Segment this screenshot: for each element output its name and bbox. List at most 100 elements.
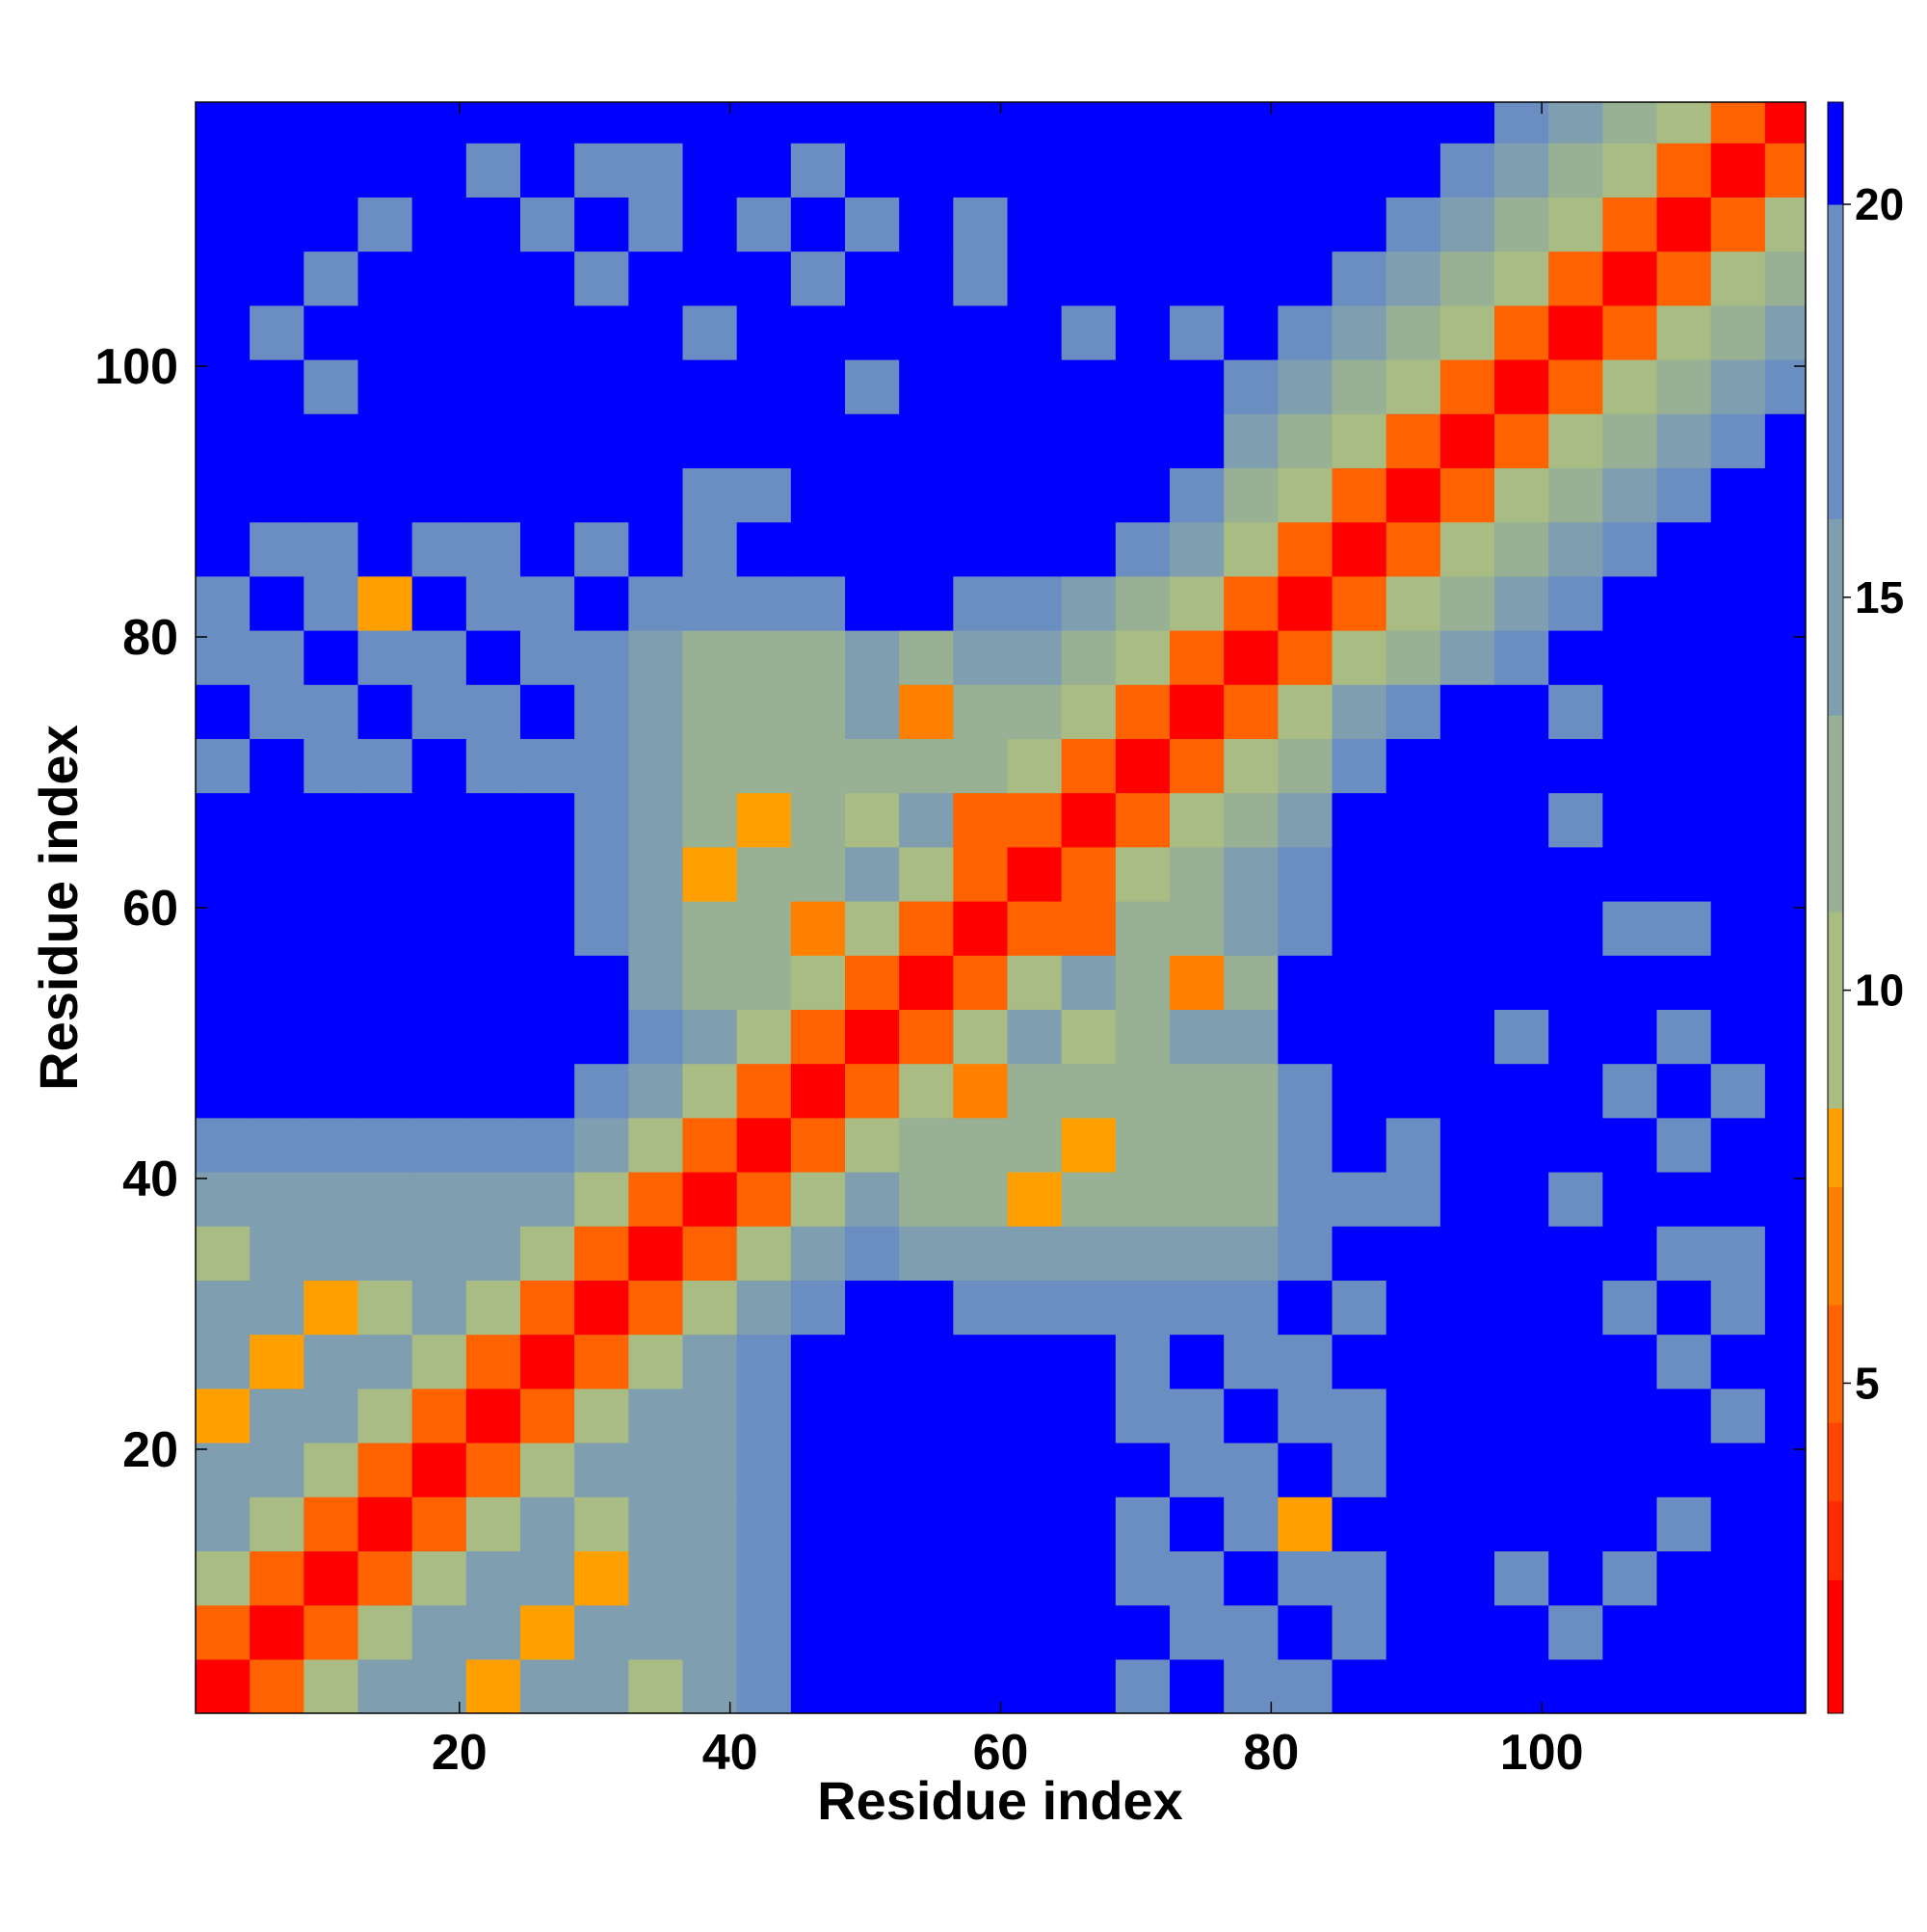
- heatmap-cell: [411, 467, 467, 523]
- heatmap-cell: [520, 1171, 575, 1227]
- heatmap-cell: [628, 197, 684, 252]
- heatmap-cell: [574, 413, 629, 468]
- y-tick-label: 100: [94, 339, 178, 395]
- heatmap-cell: [1224, 955, 1279, 1010]
- heatmap-cell: [682, 1442, 738, 1497]
- heatmap-cell: [790, 102, 846, 144]
- heatmap-cell: [1278, 1280, 1333, 1336]
- heatmap-cell: [1439, 197, 1495, 252]
- heatmap-cell: [682, 684, 738, 739]
- heatmap-cell: [1007, 251, 1063, 306]
- heatmap-cell: [790, 413, 846, 468]
- heatmap-cell: [736, 1171, 792, 1227]
- heatmap-cell: [790, 900, 846, 956]
- heatmap-cell: [1710, 521, 1766, 577]
- heatmap-cell: [1115, 684, 1171, 739]
- heatmap-cell: [1494, 1009, 1549, 1065]
- heatmap-cell: [250, 197, 304, 252]
- heatmap-cell: [682, 1496, 738, 1551]
- heatmap-cell: [1332, 1550, 1387, 1606]
- heatmap-cell: [1115, 197, 1171, 252]
- heatmap-cell: [628, 900, 684, 956]
- heatmap-cell: [845, 1171, 900, 1227]
- heatmap-cell: [1061, 102, 1117, 144]
- heatmap-cell: [1170, 143, 1225, 198]
- heatmap-cell: [628, 1334, 684, 1389]
- heatmap-cell: [682, 846, 738, 902]
- heatmap-cell: [250, 1388, 304, 1443]
- heatmap-cell: [1656, 792, 1712, 848]
- heatmap-cell: [304, 358, 359, 414]
- heatmap-cell: [1278, 1442, 1333, 1497]
- heatmap-cell: [845, 1117, 900, 1173]
- heatmap-cell: [1602, 900, 1658, 956]
- heatmap-cell: [790, 143, 846, 198]
- heatmap-cell: [1710, 846, 1766, 902]
- heatmap-cell: [1710, 955, 1766, 1010]
- heatmap-cell: [1224, 738, 1279, 794]
- heatmap-cell: [250, 1442, 304, 1497]
- heatmap-cell: [1224, 900, 1279, 956]
- heatmap-cell: [682, 1604, 738, 1660]
- heatmap-cell: [1494, 1171, 1549, 1227]
- heatmap-cell: [250, 738, 304, 794]
- heatmap-cell: [1439, 521, 1495, 577]
- heatmap-cell: [736, 1009, 792, 1065]
- heatmap-cell: [1278, 1226, 1333, 1281]
- heatmap-cell: [899, 792, 954, 848]
- heatmap-cell: [465, 575, 521, 631]
- heatmap-cell: [1386, 1604, 1441, 1660]
- heatmap-cell: [1332, 738, 1387, 794]
- heatmap-cell: [1007, 197, 1063, 252]
- heatmap-cell: [1548, 575, 1603, 631]
- heatmap-cell: [899, 521, 954, 577]
- heatmap-cell: [845, 846, 900, 902]
- heatmap-cell: [1439, 1550, 1495, 1606]
- heatmap-cell: [899, 251, 954, 306]
- heatmap-cell: [1386, 1226, 1441, 1281]
- heatmap-cell: [1439, 304, 1495, 360]
- heatmap-cell: [1439, 575, 1495, 631]
- heatmap-cell: [682, 629, 738, 685]
- heatmap-cell: [736, 358, 792, 414]
- heatmap-cell: [1710, 1496, 1766, 1551]
- heatmap-cell: [1656, 1280, 1712, 1336]
- heatmap-cell: [736, 792, 792, 848]
- heatmap-cell: [574, 1388, 629, 1443]
- heatmap-cell: [1602, 1171, 1658, 1227]
- heatmap-cell: [1386, 1171, 1441, 1227]
- heatmap-cell: [1224, 1496, 1279, 1551]
- heatmap-cell: [520, 738, 575, 794]
- heatmap-cell: [250, 1171, 304, 1227]
- heatmap-cell: [1224, 1117, 1279, 1173]
- heatmap-cell: [411, 1117, 467, 1173]
- heatmap-cell: [1170, 1117, 1225, 1173]
- heatmap-cell: [845, 900, 900, 956]
- heatmap-cell: [1007, 1226, 1063, 1281]
- heatmap-cell: [1278, 251, 1333, 306]
- heatmap-cell: [520, 467, 575, 523]
- heatmap-cell: [1656, 413, 1712, 468]
- heatmap-cell: [1602, 1388, 1658, 1443]
- heatmap-cell: [574, 738, 629, 794]
- heatmap-cell: [1439, 1009, 1495, 1065]
- heatmap-cell: [1332, 467, 1387, 523]
- heatmap-cell: [1764, 1442, 1806, 1497]
- heatmap-cell: [574, 467, 629, 523]
- heatmap-cell: [1548, 1442, 1603, 1497]
- heatmap-cell: [1439, 1334, 1495, 1389]
- heatmap-cells: [196, 102, 1806, 1713]
- heatmap-cell: [1656, 521, 1712, 577]
- heatmap-cell: [1170, 102, 1225, 144]
- heatmap-cell: [953, 900, 1009, 956]
- heatmap-cell: [1602, 1063, 1658, 1119]
- heatmap-cell: [1439, 1226, 1495, 1281]
- heatmap-cell: [465, 900, 521, 956]
- heatmap-cell: [1548, 1063, 1603, 1119]
- heatmap-cell: [1061, 1117, 1117, 1173]
- heatmap-cell: [1439, 143, 1495, 198]
- heatmap-cell: [1224, 1280, 1279, 1336]
- heatmap-cell: [1656, 1171, 1712, 1227]
- heatmap-cell: [1548, 846, 1603, 902]
- heatmap-cell: [250, 251, 304, 306]
